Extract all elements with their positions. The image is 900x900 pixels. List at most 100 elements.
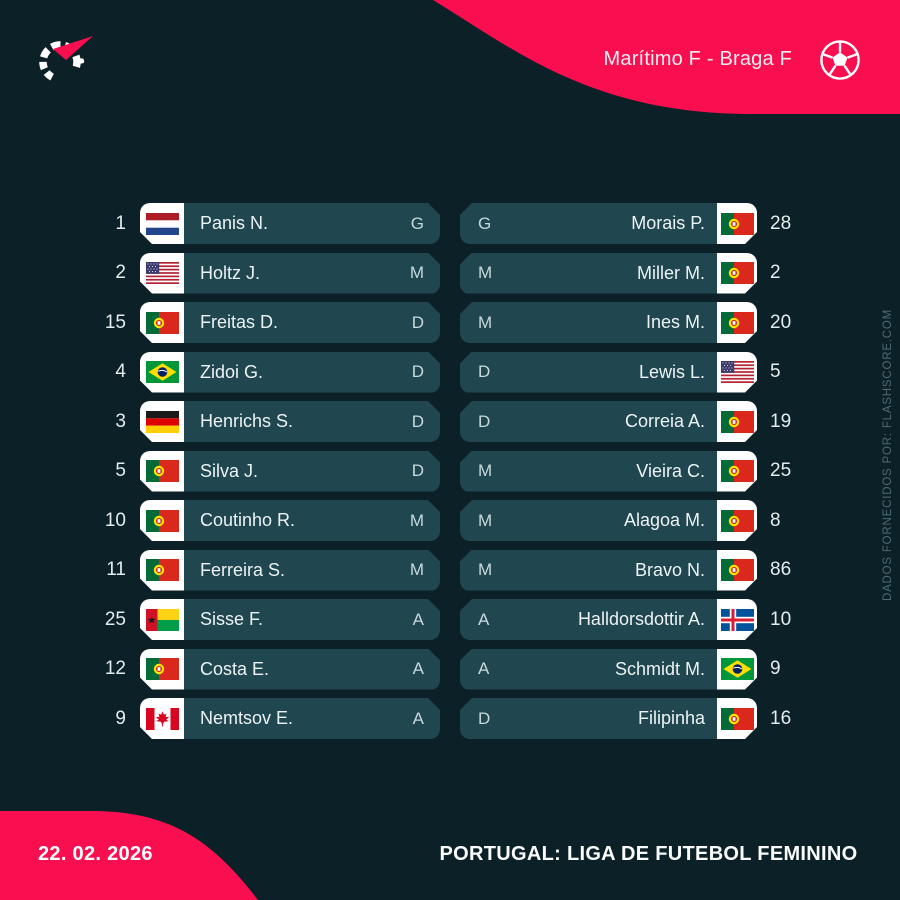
away-shirt-number: 10 — [770, 608, 792, 630]
home-player-position: A — [412, 659, 424, 678]
away-player-pill: D Lewis L. — [460, 352, 757, 393]
away-player-position: G — [478, 213, 492, 233]
portugal-flag-icon — [721, 262, 754, 284]
lineup-row: 15 Freitas D. D M Ines M. 20 — [0, 302, 900, 343]
away-player-name: Lewis L. — [638, 361, 705, 382]
portugal-flag-icon — [721, 510, 754, 532]
away-flag-box — [717, 451, 757, 492]
away-flag-box — [717, 401, 757, 442]
home-shirt-number: 3 — [115, 410, 126, 432]
away-player-name: Bravo N. — [634, 559, 705, 580]
away-player-pill: M Miller M. — [460, 253, 757, 294]
home-player-pill: Nemtsov E. A — [140, 698, 440, 739]
home-shirt-number: 11 — [106, 559, 126, 580]
home-player-name: Panis N. — [200, 213, 269, 233]
home-flag-box — [140, 599, 184, 640]
home-player-name: Silva J. — [200, 460, 259, 481]
canada-flag-icon — [146, 708, 179, 730]
portugal-flag-icon — [721, 559, 754, 581]
home-player-name: Sisse F. — [200, 609, 264, 629]
away-player-pill: M Alagoa M. — [460, 500, 757, 541]
portugal-flag-icon — [146, 460, 179, 482]
home-player-pill: Silva J. D — [140, 451, 440, 492]
away-player-name: Schmidt M. — [614, 658, 705, 679]
competition-name: PORTUGAL: LIGA DE FUTEBOL FEMININO — [439, 843, 858, 865]
away-flag-box — [717, 649, 757, 690]
away-player-pill: G Morais P. — [460, 203, 757, 244]
home-player-name: Nemtsov E. — [200, 708, 294, 728]
usa-flag-icon — [146, 262, 179, 284]
lineup-row: 5 Silva J. D M Vieira C. 25 — [0, 451, 900, 492]
football-icon — [820, 40, 860, 80]
away-shirt-number: 20 — [770, 311, 792, 333]
home-flag-box — [140, 698, 184, 739]
portugal-flag-icon — [721, 411, 754, 433]
home-player-pill: Ferreira S. M — [140, 550, 440, 591]
lineup-row: 3 Henrichs S. D D Correia A. 19 — [0, 401, 900, 442]
home-shirt-number: 5 — [115, 460, 126, 481]
away-player-pill: D Filipinha — [460, 698, 757, 739]
netherlands-flag-icon — [146, 213, 179, 235]
away-flag-box — [717, 203, 757, 244]
away-flag-box — [717, 550, 757, 591]
guinea-bissau-flag-icon — [146, 609, 179, 631]
away-player-position: M — [478, 510, 493, 530]
away-player-position: D — [478, 708, 491, 728]
home-player-name: Coutinho R. — [200, 510, 296, 530]
away-player-position: M — [478, 312, 493, 332]
portugal-flag-icon — [146, 658, 179, 680]
portugal-flag-icon — [146, 559, 179, 581]
lineup-row: 11 Ferreira S. M M Bravo N. 86 — [0, 550, 900, 591]
home-player-pill: Costa E. A — [140, 649, 440, 690]
away-shirt-number: 86 — [770, 559, 792, 580]
home-shirt-number: 4 — [115, 361, 126, 382]
home-flag-box — [140, 401, 184, 442]
away-player-name: Alagoa M. — [623, 510, 705, 530]
away-flag-box — [717, 253, 757, 294]
home-player-position: M — [409, 263, 424, 282]
home-flag-box — [140, 550, 184, 591]
away-shirt-number: 5 — [770, 361, 781, 382]
away-player-position: D — [478, 362, 491, 381]
match-title: Marítimo F - Braga F — [603, 47, 792, 70]
away-player-position: A — [478, 659, 490, 678]
home-player-name: Zidoi G. — [200, 361, 264, 382]
home-player-position: A — [412, 609, 424, 629]
away-player-pill: A Schmidt M. — [460, 649, 757, 690]
away-flag-box — [717, 352, 757, 393]
match-date: 22. 02. 2026 — [38, 843, 153, 865]
lineup-row: 2 Holtz J. M M Miller M. 2 — [0, 253, 900, 294]
away-player-pill: D Correia A. — [460, 401, 757, 442]
home-player-name: Henrichs S. — [200, 411, 294, 431]
portugal-flag-icon — [721, 708, 754, 730]
away-player-position: A — [478, 609, 490, 629]
home-player-name: Costa E. — [200, 658, 270, 679]
portugal-flag-icon — [146, 312, 179, 334]
home-shirt-number: 1 — [115, 212, 126, 234]
home-player-position: D — [411, 461, 424, 480]
away-player-position: M — [478, 560, 493, 579]
home-player-name: Freitas D. — [200, 312, 279, 332]
home-shirt-number: 12 — [104, 658, 126, 679]
brazil-flag-icon — [146, 361, 179, 383]
home-player-pill: Holtz J. M — [140, 253, 440, 294]
away-flag-box — [717, 698, 757, 739]
away-player-position: D — [478, 411, 491, 431]
away-player-name: Correia A. — [624, 411, 705, 431]
germany-flag-icon — [146, 411, 179, 433]
home-player-position: M — [409, 560, 424, 579]
away-player-name: Filipinha — [637, 708, 705, 728]
lineup-row: 1 Panis N. G G Morais P. 28 — [0, 203, 900, 244]
lineup-row: 10 Coutinho R. M M Alagoa M. 8 — [0, 500, 900, 541]
away-player-name: Ines M. — [645, 312, 705, 332]
home-player-position: A — [412, 708, 424, 728]
lineup-row: 12 Costa E. A A Schmidt M. 9 — [0, 649, 900, 690]
away-player-pill: M Bravo N. — [460, 550, 757, 591]
home-flag-box — [140, 203, 184, 244]
away-shirt-number: 2 — [770, 262, 781, 283]
away-shirt-number: 16 — [770, 707, 792, 729]
home-player-pill: Coutinho R. M — [140, 500, 440, 541]
brazil-flag-icon — [721, 658, 754, 680]
home-shirt-number: 9 — [115, 707, 126, 729]
